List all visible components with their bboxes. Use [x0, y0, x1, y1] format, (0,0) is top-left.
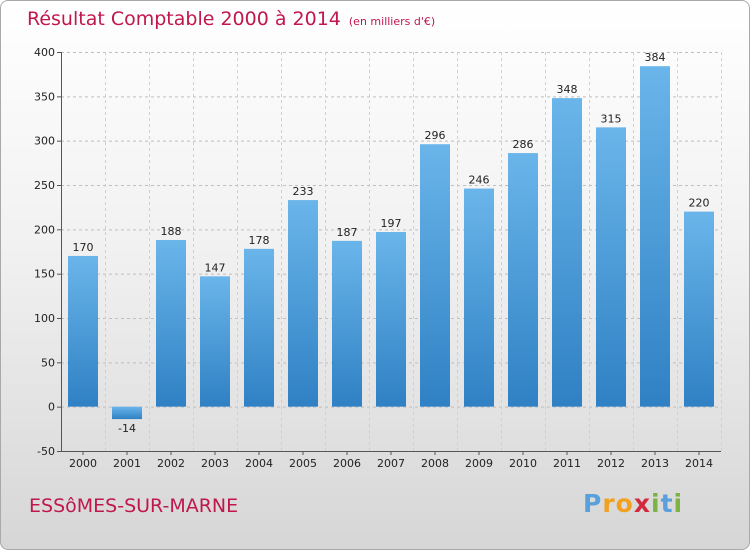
y-tick-label: -50	[37, 445, 55, 458]
data-label-2000: 170	[73, 241, 94, 254]
data-label-2011: 348	[557, 83, 578, 96]
bar-2007	[376, 231, 406, 407]
x-tick-label-2013: 2013	[641, 457, 669, 470]
y-tick-label: 350	[34, 90, 55, 103]
x-tick-label-2011: 2011	[553, 457, 581, 470]
y-tick-label: 0	[48, 401, 55, 414]
data-label-2009: 246	[469, 174, 490, 187]
data-label-2002: 188	[161, 225, 182, 238]
bar-2002	[156, 239, 186, 407]
data-label-2005: 233	[293, 185, 314, 198]
logo-letter: P	[583, 489, 603, 518]
bar-2009	[464, 188, 494, 407]
data-label-2013: 384	[645, 51, 666, 64]
x-tick-label-2006: 2006	[333, 457, 361, 470]
x-tick-label-2004: 2004	[245, 457, 273, 470]
bar-2001	[112, 406, 142, 420]
bar-2013	[640, 66, 670, 407]
data-label-2006: 187	[337, 226, 358, 239]
x-tick-label-2003: 2003	[201, 457, 229, 470]
data-label-2004: 178	[249, 234, 270, 247]
bar-2008	[420, 144, 450, 407]
x-tick-label-2010: 2010	[509, 457, 537, 470]
x-tick-label-2000: 2000	[69, 457, 97, 470]
logo-letter: x	[633, 489, 651, 518]
bar-2000	[68, 255, 98, 407]
title-main: Résultat Comptable 2000 à 2014	[27, 8, 341, 30]
x-tick-label-2014: 2014	[685, 457, 713, 470]
y-tick-label: 150	[34, 268, 55, 281]
x-tick-label-2009: 2009	[465, 457, 493, 470]
chart-title: Résultat Comptable 2000 à 2014 (en millie…	[27, 8, 435, 30]
data-label-2007: 197	[381, 217, 402, 230]
data-label-2001: -14	[118, 422, 136, 435]
data-label-2010: 286	[513, 138, 534, 151]
y-tick-label: 300	[34, 135, 55, 148]
data-labels: 170 -14 188 147 178 233 187 197 296 246 286 348 315 3…	[73, 51, 710, 435]
x-tick-label-2007: 2007	[377, 457, 405, 470]
title-unit: (en milliers d'€)	[348, 15, 436, 28]
y-tick-label: 50	[41, 356, 55, 369]
x-tick-label-2008: 2008	[421, 457, 449, 470]
x-tick-label-2002: 2002	[157, 457, 185, 470]
bar-2010	[508, 153, 538, 407]
data-label-2003: 147	[205, 261, 226, 274]
logo-letter: i	[673, 489, 684, 518]
y-tick-label: 200	[34, 223, 55, 236]
bar-2006	[332, 240, 362, 407]
bar-2004	[244, 248, 274, 407]
logo-letter: t	[660, 489, 674, 518]
data-label-2014: 220	[689, 197, 710, 210]
y-tick-label: 250	[34, 179, 55, 192]
bar-2011	[552, 98, 582, 407]
y-tick-label: 400	[34, 46, 55, 59]
data-label-2008: 296	[425, 129, 446, 142]
bar-2003	[200, 276, 230, 407]
logo-letter: i	[651, 489, 661, 518]
bar-2005	[288, 200, 318, 407]
x-tick-label-2012: 2012	[597, 457, 625, 470]
axes: -50 0 50 100 150 200 250 300 350 400 2000 2001 2002 2…	[34, 46, 721, 470]
logo-letter: o	[615, 489, 634, 518]
x-tick-label-2005: 2005	[289, 457, 317, 470]
y-tick-label: 100	[34, 312, 55, 325]
bars	[68, 66, 714, 420]
data-label-2012: 315	[601, 112, 622, 125]
bar-2012	[596, 127, 626, 407]
logo-letter: r	[602, 489, 616, 518]
proxiti-logo[interactable]: Proxiti	[583, 489, 683, 518]
commune-name: ESSôMES-SUR-MARNE	[29, 495, 239, 517]
x-tick-label-2001: 2001	[113, 457, 141, 470]
bar-2014	[684, 211, 714, 407]
